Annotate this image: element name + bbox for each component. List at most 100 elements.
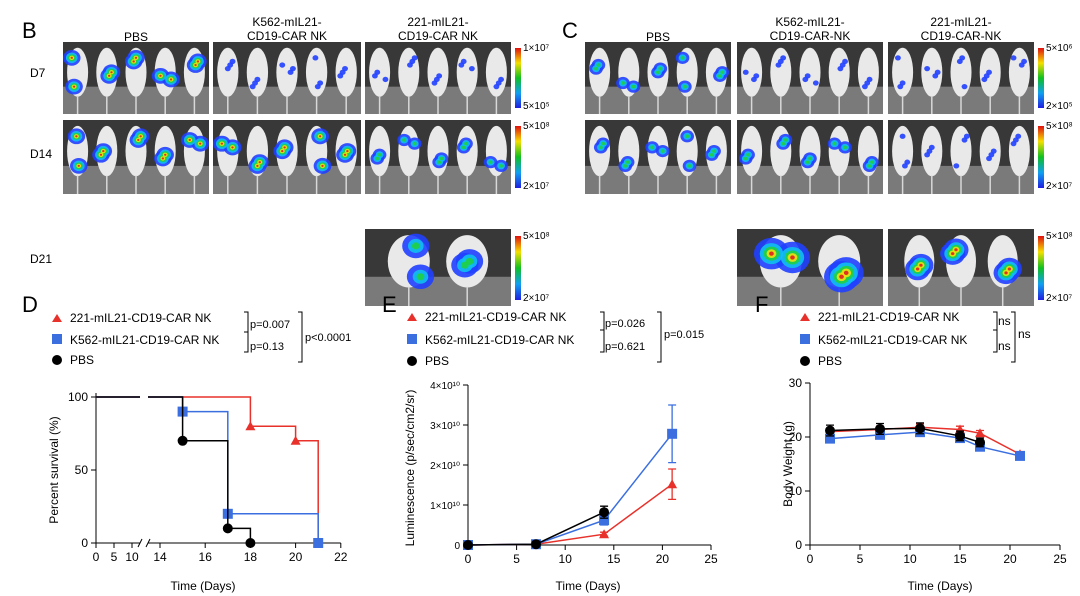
panel-d-point [290, 435, 301, 445]
panel-c-group-pbs: PBS [645, 30, 670, 44]
mouse [589, 47, 611, 114]
panel-d-series-line-1 [96, 396, 319, 543]
panel-b-image-221-d21 [365, 229, 511, 306]
mouse [799, 47, 821, 114]
panel-c-label: C [562, 18, 578, 43]
panel-d-series-line-0 [96, 396, 319, 543]
mouse [124, 47, 147, 114]
data-point [599, 515, 610, 526]
panel-f-label: F [755, 292, 769, 317]
y-tick-label: 3×10¹⁰ [430, 421, 460, 432]
y-tick-label: 0 [795, 538, 802, 552]
panel-e-label: E [382, 292, 397, 317]
mouse [741, 47, 763, 114]
mouse [799, 125, 821, 194]
panel-b-scale-max-d14: 5×10⁸ [523, 121, 550, 132]
panel-d-xtick-label: 18 [244, 550, 258, 564]
mouse [987, 235, 1022, 306]
mouse [456, 47, 478, 114]
mouse [446, 235, 489, 306]
mouse [276, 47, 298, 114]
stat-p-221-vs-k562: p=0.007 [250, 319, 290, 331]
mouse [618, 125, 640, 194]
mouse [647, 47, 669, 114]
mouse [950, 125, 972, 194]
panel-b-image-221-d14 [365, 120, 511, 194]
mouse [705, 47, 730, 114]
mouse [738, 125, 763, 194]
x-tick-label: 0 [807, 552, 814, 566]
panel-b-image-k562-d14 [213, 120, 361, 194]
panel-f-ylabel: Body Weight (g) [781, 421, 795, 507]
mouse [335, 125, 357, 194]
mouse [828, 47, 850, 114]
mouse [213, 125, 242, 194]
legend-marker-pbs [800, 356, 810, 366]
panel-c-image-221-d21 [888, 229, 1034, 306]
mouse [63, 47, 89, 114]
panel-b-day-d7: D7 [30, 66, 46, 80]
y-tick-label: 4×10¹⁰ [430, 381, 460, 392]
legend-marker-k562 [52, 334, 62, 344]
panel-d-point [177, 435, 188, 446]
data-point [667, 479, 678, 489]
mouse [485, 47, 507, 114]
mouse [676, 125, 698, 194]
mouse [857, 125, 879, 194]
panel-f-chart: 221-mIL21-CD19-CAR NK K562-mIL21-CD19-CA… [781, 310, 1067, 593]
mouse [979, 125, 1001, 194]
mouse [398, 47, 420, 114]
mouse [921, 47, 943, 114]
mouse [387, 233, 435, 306]
panel-c-scale-max-d21: 5×10⁸ [1046, 231, 1073, 242]
legend-marker-221 [52, 314, 62, 322]
panel-b-scale-max-d21: 5×10⁸ [523, 231, 550, 242]
panel-c-scale-max-d14: 5×10⁸ [1046, 121, 1073, 132]
panel-d-point [222, 523, 233, 534]
legend-marker-221 [407, 313, 417, 321]
panel-b-group-pbs: PBS [123, 30, 148, 44]
data-point [599, 507, 610, 518]
legend-marker-k562 [407, 334, 417, 344]
x-tick-label: 0 [465, 552, 472, 566]
x-tick-label: 5 [513, 552, 520, 566]
data-point [915, 423, 925, 434]
legend-label-221: 221-mIL21-CD19-CAR NK [70, 311, 211, 325]
x-tick-label: 15 [953, 552, 967, 566]
mouse [675, 47, 698, 114]
mouse [1008, 125, 1030, 194]
panel-c-image-pbs-d7 [585, 42, 731, 114]
mouse [369, 125, 391, 194]
x-tick-label: 5 [857, 552, 864, 566]
panel-e-legend: 221-mIL21-CD19-CAR NK K562-mIL21-CD19-CA… [407, 310, 704, 368]
panel-b-label: B [22, 18, 37, 43]
panel-d-legend: 221-mIL21-CD19-CAR NK K562-mIL21-CD19-CA… [52, 311, 351, 367]
x-tick-label: 25 [704, 552, 718, 566]
panel-c-colorbar-d14 [1038, 126, 1044, 188]
legend-marker-pbs [407, 356, 417, 366]
y-tick-label: 20 [789, 430, 803, 444]
y-tick-label: 30 [789, 376, 803, 390]
panel-d-point [313, 538, 324, 548]
stat-ns-221-vs-k562: ns [998, 314, 1011, 328]
panel-c-image-pbs-d14 [585, 120, 731, 194]
panel-d-series-line-2 [96, 396, 252, 543]
data-point [975, 437, 985, 448]
panel-c-image-k562-d7 [737, 42, 883, 114]
panel-f-xlabel: Time (Days) [908, 579, 973, 593]
mouse [305, 125, 332, 194]
panel-d-xtick-label: 14 [153, 550, 167, 564]
panel-e-chart: 221-mIL21-CD19-CAR NK K562-mIL21-CD19-CA… [403, 310, 718, 593]
x-tick-label: 20 [656, 552, 670, 566]
mouse [96, 47, 121, 114]
panel-b-image-pbs-d7 [63, 42, 209, 114]
panel-b-group-k562: K562-mIL21- CD19-CAR NK [246, 15, 327, 43]
mouse [125, 125, 150, 194]
panel-d-label: D [22, 292, 38, 317]
mouse [1008, 47, 1030, 114]
series-line-1 [829, 431, 1021, 457]
panel-b-scale-min-d14: 2×10⁷ [523, 181, 550, 192]
panel-c-image-221-d7 [888, 42, 1034, 114]
panel-b-scale-max-d7: 1×10⁷ [523, 43, 550, 54]
mouse [645, 125, 670, 194]
